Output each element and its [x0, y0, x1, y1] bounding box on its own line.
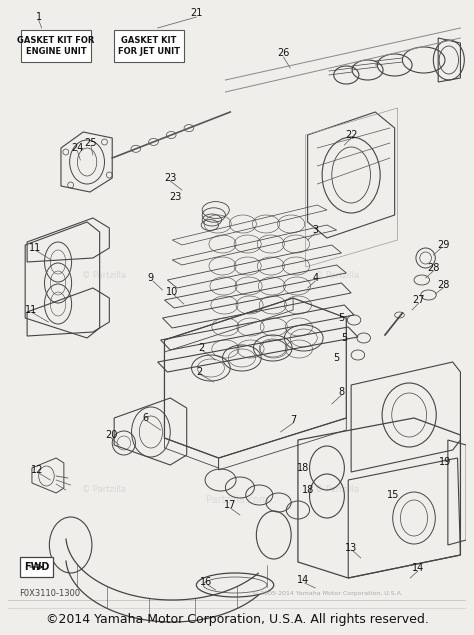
Text: 26: 26 [277, 48, 290, 58]
Text: 2: 2 [198, 343, 204, 353]
Text: 7: 7 [290, 415, 296, 425]
Text: 12: 12 [31, 465, 43, 475]
Text: 21: 21 [190, 8, 202, 18]
Bar [21, 30, 91, 62]
Text: © Partzilla: © Partzilla [315, 486, 359, 495]
Text: © Partzilla: © Partzilla [315, 271, 359, 279]
Text: 28: 28 [437, 280, 449, 290]
Text: 22: 22 [345, 130, 357, 140]
Text: 14: 14 [412, 563, 424, 573]
Text: 5: 5 [334, 353, 340, 363]
Text: 6: 6 [142, 413, 148, 423]
Text: 10: 10 [166, 287, 178, 297]
Text: 15: 15 [386, 490, 399, 500]
Text: ©2014 Yamaha Motor Corporation, U.S.A. All rights reserved.: ©2014 Yamaha Motor Corporation, U.S.A. A… [46, 613, 428, 627]
Text: © Partzilla: © Partzilla [82, 271, 127, 279]
Text: 14: 14 [297, 575, 309, 585]
Text: FOR JET UNIT: FOR JET UNIT [118, 47, 180, 56]
Text: 8: 8 [338, 387, 345, 397]
Text: 5: 5 [341, 333, 347, 343]
Text: 17: 17 [224, 500, 237, 510]
Text: 29: 29 [437, 240, 449, 250]
Text: 23: 23 [169, 192, 181, 202]
Text: 2: 2 [196, 367, 202, 377]
Text: 25: 25 [85, 138, 97, 148]
Text: 16: 16 [200, 577, 212, 587]
Text: 23: 23 [164, 173, 176, 183]
Text: 27: 27 [412, 295, 425, 305]
Text: 11: 11 [29, 243, 41, 253]
Text: 9: 9 [148, 273, 154, 283]
Text: GASKET KIT: GASKET KIT [121, 36, 177, 45]
Text: 1: 1 [36, 12, 42, 22]
Text: FWD: FWD [24, 562, 49, 572]
Text: 5: 5 [338, 313, 345, 323]
Text: 13: 13 [345, 543, 357, 553]
Text: 24: 24 [71, 143, 83, 153]
Text: 28: 28 [427, 263, 439, 273]
Text: 11: 11 [25, 305, 37, 315]
Text: F0X3110-1300: F0X3110-1300 [19, 589, 81, 598]
Text: 18: 18 [297, 463, 309, 473]
Text: © Partzilla: © Partzilla [82, 486, 127, 495]
Text: 18: 18 [301, 485, 314, 495]
Text: 4: 4 [312, 273, 319, 283]
Text: GASKET KIT FOR: GASKET KIT FOR [18, 36, 95, 45]
Bar [114, 30, 184, 62]
Text: 3: 3 [312, 225, 319, 235]
Text: Partzilla.com: Partzilla.com [206, 495, 268, 505]
Text: 20: 20 [105, 430, 118, 440]
FancyBboxPatch shape [20, 557, 53, 577]
Text: © 2005-2014 Yamaha Motor Corporation, U.S.A.: © 2005-2014 Yamaha Motor Corporation, U.… [252, 590, 402, 596]
Text: 19: 19 [439, 457, 451, 467]
Text: ENGINE UNIT: ENGINE UNIT [26, 47, 86, 56]
